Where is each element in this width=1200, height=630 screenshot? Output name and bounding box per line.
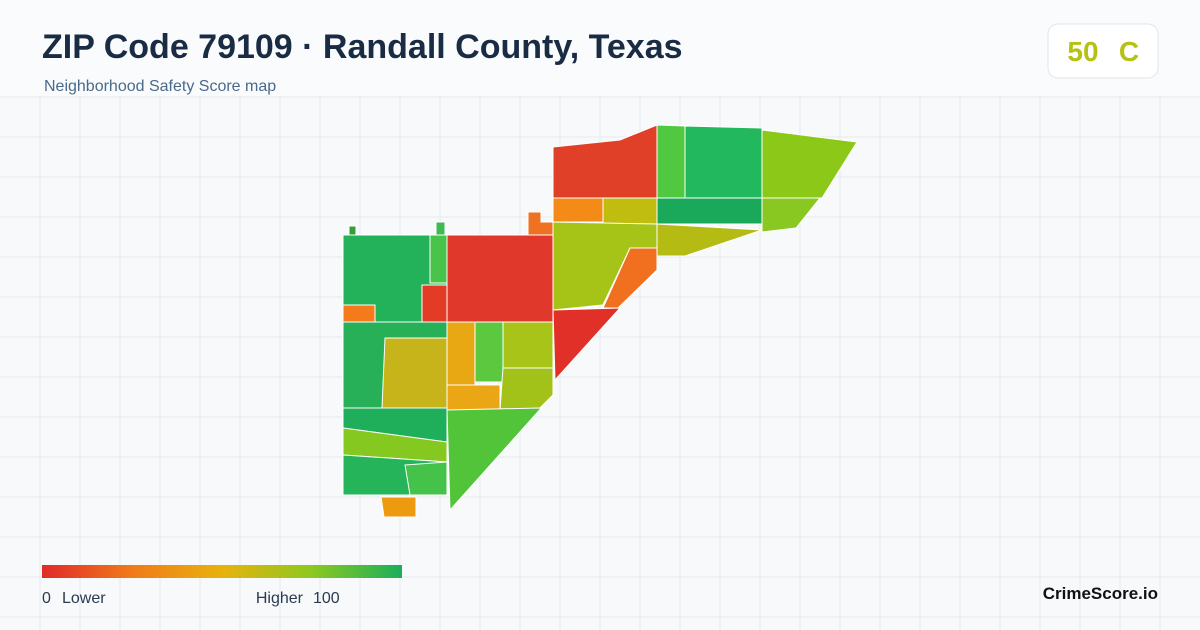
area (552, 307, 622, 382)
area (404, 461, 448, 496)
area (446, 234, 554, 323)
area (446, 384, 501, 411)
area (602, 197, 658, 225)
area (474, 321, 504, 383)
area (502, 321, 554, 369)
area (421, 284, 448, 323)
area (380, 496, 417, 518)
score-value: 50 (1067, 36, 1098, 67)
area (602, 247, 658, 309)
legend-max: 100 (313, 590, 340, 607)
area (381, 337, 448, 409)
area (656, 223, 763, 257)
header-band (0, 0, 1200, 96)
area (435, 221, 446, 236)
legend-min-label: Lower (62, 590, 106, 607)
legend-min: 0 (42, 590, 51, 607)
legend-bar (42, 565, 402, 578)
area (656, 197, 763, 225)
area (684, 125, 763, 199)
map (342, 124, 858, 518)
score-box (1047, 23, 1159, 79)
area (656, 124, 686, 199)
brand: CrimeScore.io (1043, 584, 1158, 603)
area (761, 197, 822, 233)
area (446, 321, 476, 386)
area (761, 129, 858, 199)
area (342, 304, 376, 323)
title: ZIP Code 79109 · Randall County, Texas (42, 28, 683, 66)
area (552, 197, 604, 223)
legend-max-label: Higher (256, 590, 304, 607)
score-grade: C (1119, 36, 1139, 67)
subtitle: Neighborhood Safety Score map (44, 78, 276, 95)
area (429, 234, 448, 284)
area (446, 394, 554, 512)
area (348, 225, 357, 236)
